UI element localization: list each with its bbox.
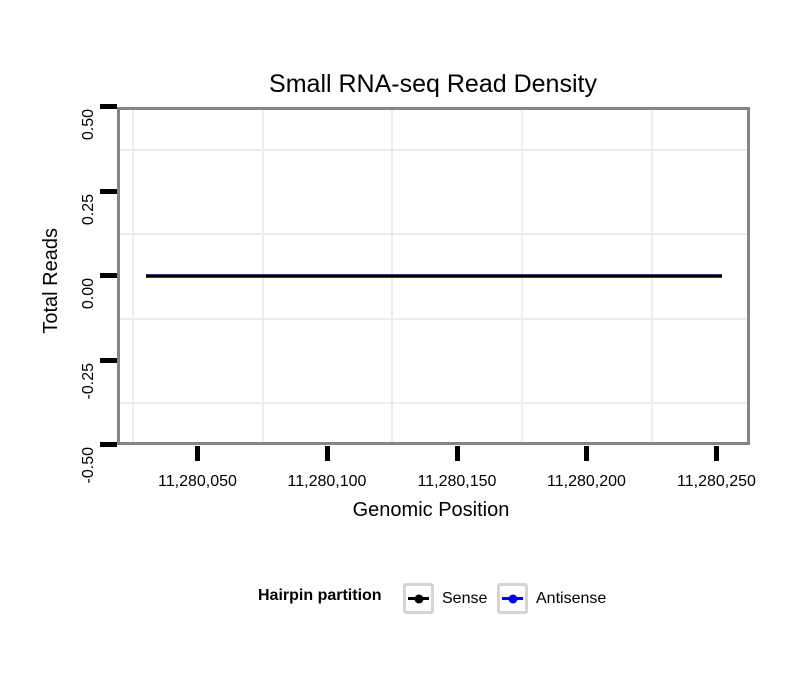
y-minor-gridline	[117, 148, 750, 151]
legend-point-glyph	[508, 594, 517, 603]
x-tick-label: 11,280,200	[547, 473, 626, 490]
y-axis-tick	[100, 357, 117, 363]
y-tick-label: 0.00	[80, 278, 97, 310]
y-tick-label: -0.50	[80, 447, 97, 484]
x-axis-tick	[714, 446, 719, 461]
x-tick-label: 11,280,050	[158, 473, 237, 490]
y-axis-tick	[100, 273, 117, 278]
x-axis-tick	[324, 446, 330, 461]
y-tick-label: 0.50	[80, 109, 97, 141]
legend-label-sense: Sense	[442, 589, 488, 607]
legend-label-antisense: Antisense	[536, 589, 607, 607]
y-tick-label: 0.25	[80, 193, 97, 225]
y-axis-tick	[100, 188, 117, 194]
chart-title: Small RNA-seq Read Density	[269, 70, 597, 98]
y-minor-gridline	[117, 233, 750, 235]
x-axis-tick	[454, 446, 460, 461]
x-minor-gridline	[131, 107, 134, 445]
y-minor-gridline	[117, 402, 750, 404]
y-axis-title: Total Reads	[40, 228, 62, 334]
legend-title: Hairpin partition	[258, 587, 382, 604]
data-line	[145, 274, 722, 278]
x-tick-label: 11,280,150	[417, 473, 497, 490]
legend-entry-antisense: Antisense	[497, 583, 606, 614]
plot-panel	[117, 107, 750, 445]
y-axis-tick	[100, 104, 117, 109]
y-tick-label: -0.25	[80, 362, 97, 399]
legend-key-antisense-icon	[497, 583, 528, 614]
x-axis-title: Genomic Position	[352, 499, 510, 521]
y-minor-gridline	[117, 317, 750, 320]
y-axis-tick	[100, 442, 117, 447]
x-tick-label: 11,280,100	[287, 473, 367, 490]
x-axis-tick	[195, 446, 200, 461]
legend-entry-sense: Sense	[403, 583, 487, 614]
legend-point-glyph	[414, 594, 423, 603]
x-tick-label: 11,280,250	[677, 473, 756, 490]
x-axis-tick	[584, 446, 589, 461]
legend-key-sense-icon	[403, 583, 434, 614]
